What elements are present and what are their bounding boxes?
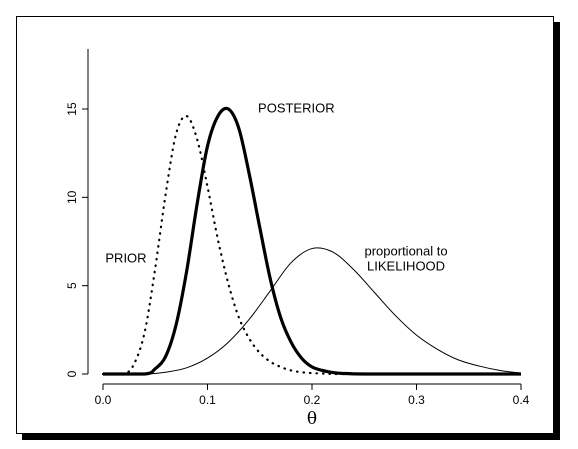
x-tick-label: 0.1 — [199, 393, 216, 407]
x-axis-title: θ — [307, 409, 317, 429]
figure-frame: 0.0 0.1 0.2 0.3 0.4 0 5 10 15 θ PRIOR POSTERIOR prop… — [16, 16, 554, 434]
annotation-likelihood: proportional to — [364, 244, 447, 259]
y-tick-label: 0 — [65, 370, 79, 377]
y-tick-label: 10 — [65, 190, 79, 204]
y-tick-label: 5 — [65, 282, 79, 289]
annotation-posterior: POSTERIOR — [258, 101, 335, 116]
y-tick-label: 15 — [65, 102, 79, 116]
x-tick-label: 0.4 — [513, 393, 530, 407]
x-tick-label: 0.0 — [95, 393, 112, 407]
series-line-prior — [101, 114, 523, 376]
annotation-likelihood: LIKELIHOOD — [367, 259, 445, 274]
series-line-likelihood — [103, 247, 522, 375]
series-line-posterior — [103, 106, 521, 376]
annotation-prior: PRIOR — [105, 251, 146, 266]
x-tick-label: 0.3 — [408, 393, 425, 407]
x-tick-label: 0.2 — [304, 393, 321, 407]
chart-plot: 0.0 0.1 0.2 0.3 0.4 0 5 10 15 θ PRIOR POSTERIOR prop… — [65, 49, 530, 429]
